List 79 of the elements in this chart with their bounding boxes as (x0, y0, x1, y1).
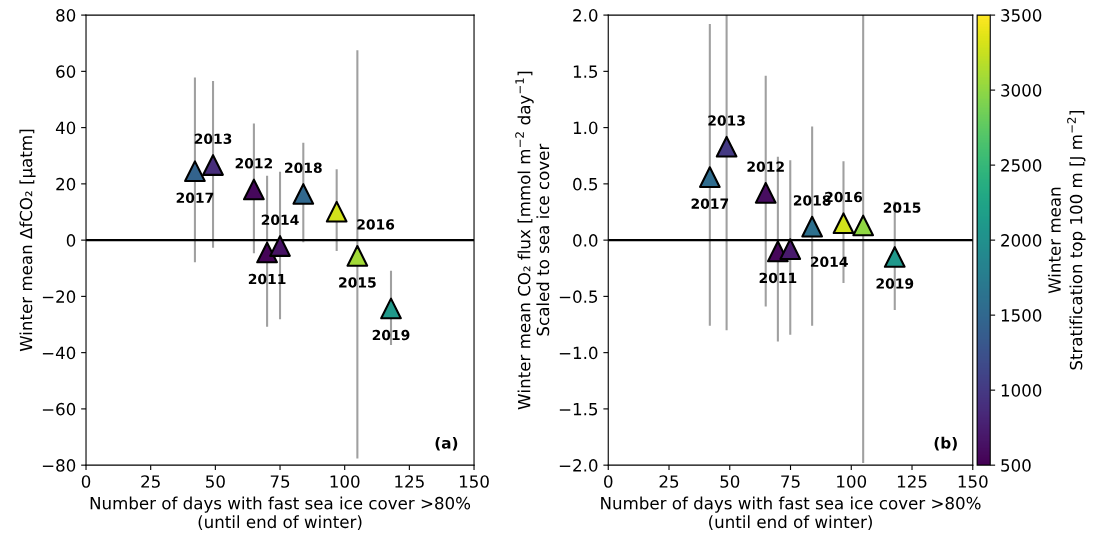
annotation: 2016 (357, 219, 395, 230)
color-bar-label: 3000 (1001, 84, 1042, 97)
point (269, 235, 291, 257)
x-tick-label: 125 (897, 475, 927, 488)
annotation: 2012 (747, 161, 784, 172)
x-tick-label: 25 (659, 475, 679, 488)
y-tick-label: −1.0 (559, 346, 598, 360)
color-bar-label: 2500 (1001, 159, 1042, 172)
y-tick-label: 0 (66, 234, 76, 247)
point (754, 182, 777, 204)
point (715, 135, 738, 158)
point (852, 214, 875, 237)
y-axis-title: Winter mean ΔfCO₂ [μatm] (19, 129, 36, 352)
point (256, 241, 278, 264)
y-tick-label: 2.0 (573, 9, 598, 22)
annotation: 2014 (261, 214, 299, 226)
color-bar-label: 500 (1001, 459, 1031, 472)
x-tick-label: 25 (141, 475, 160, 488)
point (779, 238, 802, 260)
point (380, 297, 402, 320)
x-tick-label: 75 (270, 475, 290, 488)
y-tick-label: 0.5 (573, 177, 598, 191)
annotation: 2015 (339, 277, 376, 288)
x-tick-label: 0 (81, 475, 91, 488)
y-tick-label: −1.5 (559, 403, 598, 416)
y-tick-label: 1.5 (573, 65, 598, 78)
annotation: (b) (934, 436, 957, 451)
annotation: 2012 (235, 158, 273, 169)
point (243, 178, 265, 201)
text: Winter mean CO₂ flux [mmol m$^{−2}$ day$^{−1}$] Scaled to sea ice cover (515, 71, 550, 410)
annotation: 2017 (176, 192, 214, 204)
y-tick-label: −0.5 (559, 290, 598, 303)
y-tick-label: 1.0 (573, 121, 598, 135)
annotation: 2011 (248, 273, 286, 285)
x-axis-title: Number of days with fast sea ice cover >80% (until end of winter) (90, 496, 471, 531)
y-tick-label: 0.0 (573, 234, 598, 247)
x-tick-label: 125 (395, 475, 424, 488)
x-axis-title: Number of days with fast sea ice cover >80% (until end of winter) (601, 496, 981, 531)
y-tick-label: −80 (42, 459, 76, 472)
color-bar-label: 1000 (1001, 384, 1042, 397)
color-bar-title: Winter mean Stratification top 100 m [J m$^{−2}$] (1047, 111, 1086, 370)
annotation: 2013 (194, 133, 232, 145)
y-tick-label: −40 (42, 346, 76, 360)
y-tick-label: −20 (42, 290, 76, 303)
point (202, 154, 224, 176)
y-tick-label: 80 (56, 9, 76, 22)
annotation: 2013 (708, 115, 745, 126)
annotation: (a) (435, 436, 458, 451)
x-tick-label: 150 (459, 475, 489, 488)
point (292, 183, 315, 205)
point (801, 215, 823, 238)
y-tick-label: 60 (56, 65, 76, 78)
x-tick-label: 75 (781, 475, 800, 488)
y-tick-label: 20 (56, 177, 76, 191)
x-tick-label: 100 (330, 475, 360, 488)
x-tick-label: 150 (958, 475, 988, 488)
point (832, 212, 855, 235)
x-tick-label: 100 (837, 475, 867, 488)
annotation: 2019 (876, 278, 914, 289)
color-bar-label: 2000 (1001, 234, 1042, 247)
y-tick-label: 40 (55, 121, 76, 135)
x-tick-label: 0 (604, 475, 613, 488)
point (883, 246, 906, 268)
y-tick-label: −60 (42, 402, 76, 416)
annotation: 2015 (883, 202, 921, 213)
annotation: 2019 (372, 329, 410, 341)
point (184, 160, 206, 183)
point (698, 166, 721, 188)
x-tick-label: 50 (720, 475, 740, 488)
point (346, 245, 369, 267)
annotation: 2011 (759, 272, 797, 284)
point (325, 200, 348, 223)
annotation: 2018 (285, 162, 322, 174)
annotation: 2017 (691, 198, 729, 209)
color-bar-label: 1500 (1001, 309, 1042, 322)
x-tick-label: 50 (206, 475, 225, 488)
y-tick-label: −2.0 (559, 459, 598, 472)
annotation: 2014 (810, 256, 848, 268)
color-bar-label: 3500 (1001, 9, 1042, 22)
